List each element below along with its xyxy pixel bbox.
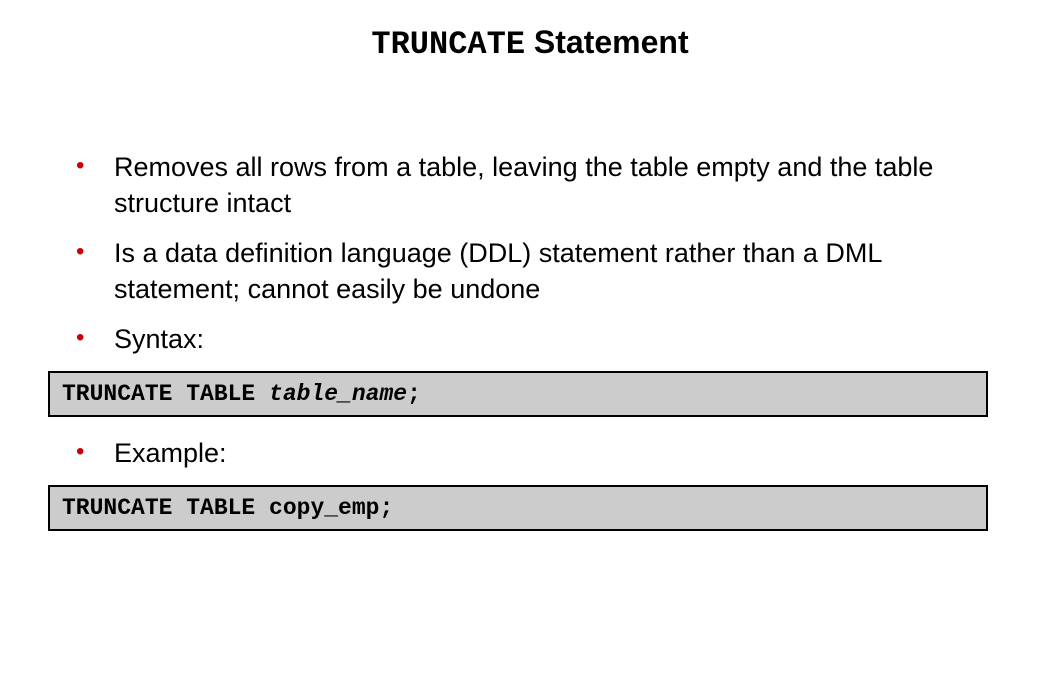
code-italic: table_name: [269, 381, 407, 407]
title-code-part: TRUNCATE: [371, 26, 525, 63]
bullet-item: • Example:: [72, 435, 988, 471]
bullet-text: Syntax:: [114, 321, 988, 357]
bullet-marker: •: [72, 235, 114, 269]
bullet-item: • Is a data definition language (DDL) st…: [72, 235, 988, 307]
bullet-marker: •: [72, 321, 114, 355]
bullet-item: • Syntax:: [72, 321, 988, 357]
code-prefix: TRUNCATE TABLE: [62, 381, 269, 407]
bullet-marker: •: [72, 435, 114, 469]
syntax-code-box: TRUNCATE TABLE table_name;: [48, 371, 988, 417]
bullet-item: • Removes all rows from a table, leaving…: [72, 149, 988, 221]
bullet-text: Example:: [114, 435, 988, 471]
slide-title: TRUNCATE Statement: [0, 24, 1060, 63]
code-text: TRUNCATE TABLE copy_emp;: [62, 495, 393, 521]
slide-content: • Removes all rows from a table, leaving…: [0, 149, 1060, 531]
bullet-text: Removes all rows from a table, leaving t…: [114, 149, 988, 221]
code-suffix: ;: [407, 381, 421, 407]
bullet-marker: •: [72, 149, 114, 183]
title-text-part: Statement: [525, 24, 689, 60]
bullet-text: Is a data definition language (DDL) stat…: [114, 235, 988, 307]
example-code-box: TRUNCATE TABLE copy_emp;: [48, 485, 988, 531]
